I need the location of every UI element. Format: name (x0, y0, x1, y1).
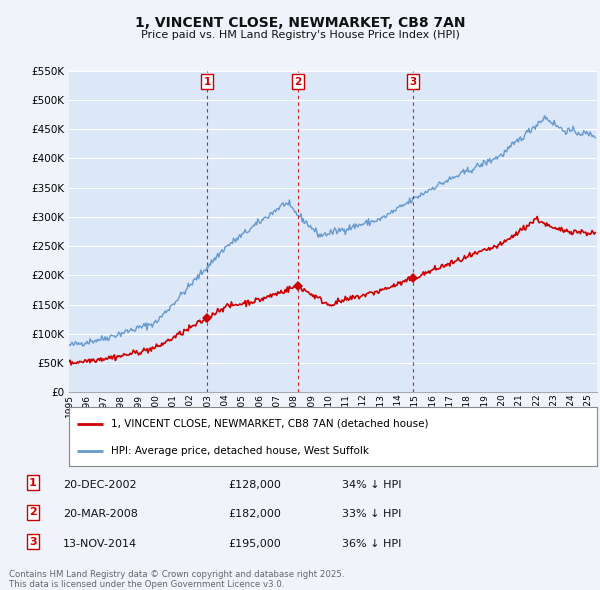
Text: 3: 3 (409, 77, 416, 87)
Text: Price paid vs. HM Land Registry's House Price Index (HPI): Price paid vs. HM Land Registry's House … (140, 30, 460, 40)
Text: 20-MAR-2008: 20-MAR-2008 (63, 509, 138, 519)
Text: 34% ↓ HPI: 34% ↓ HPI (342, 480, 401, 490)
Text: Contains HM Land Registry data © Crown copyright and database right 2025.
This d: Contains HM Land Registry data © Crown c… (9, 570, 344, 589)
Text: 13-NOV-2014: 13-NOV-2014 (63, 539, 137, 549)
Text: £195,000: £195,000 (228, 539, 281, 549)
Text: 36% ↓ HPI: 36% ↓ HPI (342, 539, 401, 549)
Text: 33% ↓ HPI: 33% ↓ HPI (342, 509, 401, 519)
Text: £128,000: £128,000 (228, 480, 281, 490)
Text: 2: 2 (294, 77, 301, 87)
Text: 1: 1 (29, 478, 37, 488)
Text: 3: 3 (29, 537, 37, 547)
Text: 1: 1 (203, 77, 211, 87)
Text: 1, VINCENT CLOSE, NEWMARKET, CB8 7AN (detached house): 1, VINCENT CLOSE, NEWMARKET, CB8 7AN (de… (111, 419, 429, 428)
Text: HPI: Average price, detached house, West Suffolk: HPI: Average price, detached house, West… (111, 446, 369, 455)
Text: £182,000: £182,000 (228, 509, 281, 519)
Text: 1, VINCENT CLOSE, NEWMARKET, CB8 7AN: 1, VINCENT CLOSE, NEWMARKET, CB8 7AN (135, 16, 465, 30)
Text: 2: 2 (29, 507, 37, 517)
Text: 20-DEC-2002: 20-DEC-2002 (63, 480, 137, 490)
